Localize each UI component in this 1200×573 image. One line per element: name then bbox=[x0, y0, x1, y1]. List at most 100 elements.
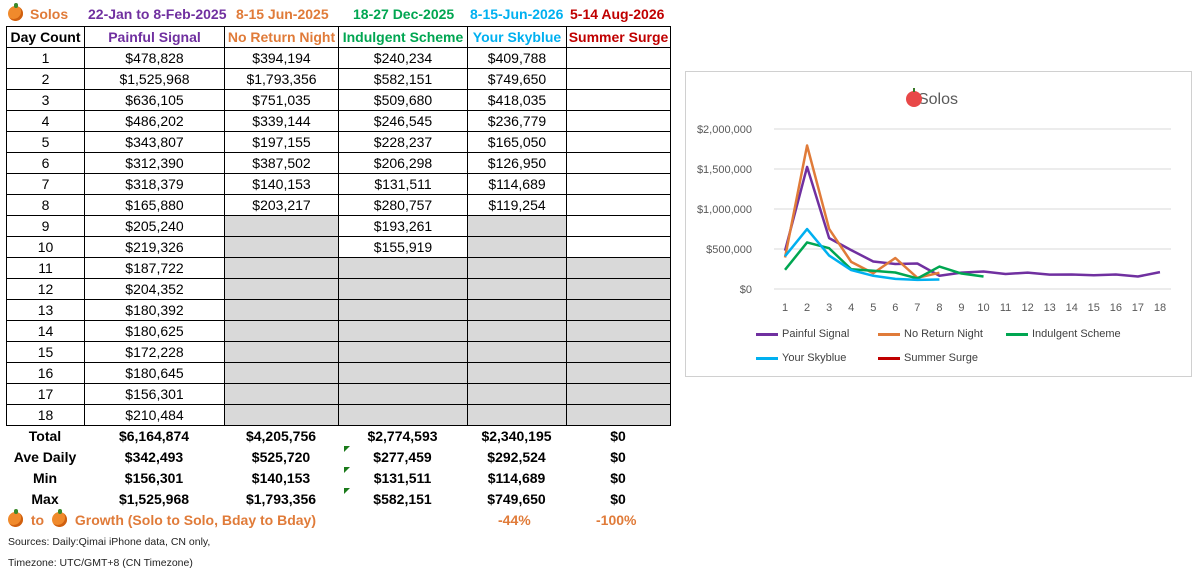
table-cell: $165,050 bbox=[467, 131, 567, 153]
legend-label: Summer Surge bbox=[904, 352, 978, 364]
table-cell: $478,828 bbox=[84, 47, 225, 69]
cell-flag-marker bbox=[344, 488, 350, 494]
table-cell bbox=[566, 278, 671, 300]
table-cell bbox=[224, 383, 339, 405]
table-cell: $206,298 bbox=[338, 152, 468, 174]
x-tick-label: 12 bbox=[1022, 302, 1034, 314]
cell-flag-marker bbox=[344, 467, 350, 473]
table-cell: $204,352 bbox=[84, 278, 225, 300]
day-count-cell: 14 bbox=[6, 320, 85, 342]
table-cell bbox=[566, 68, 671, 90]
x-tick-label: 1 bbox=[782, 302, 788, 314]
table-cell: $387,502 bbox=[224, 152, 339, 174]
summary-value: $2,774,593 bbox=[367, 428, 438, 444]
y-tick-label: $1,000,000 bbox=[697, 204, 752, 216]
column-header: Day Count bbox=[6, 26, 85, 48]
legend-swatch bbox=[756, 332, 778, 336]
growth-value-summer-surge: -100% bbox=[596, 512, 637, 528]
table-cell bbox=[566, 341, 671, 363]
table-cell bbox=[467, 341, 567, 363]
column-header: Summer Surge bbox=[566, 26, 671, 48]
table-cell bbox=[566, 383, 671, 405]
column-header: Painful Signal bbox=[84, 26, 225, 48]
table-row: 2 $1,525,968 $1,793,356 $582,151 $749,650 bbox=[6, 68, 671, 90]
x-tick-label: 15 bbox=[1088, 302, 1100, 314]
summary-value: $131,511 bbox=[373, 470, 432, 486]
table-cell: $180,625 bbox=[84, 320, 225, 342]
x-tick-label: 3 bbox=[826, 302, 832, 314]
x-tick-label: 10 bbox=[977, 302, 989, 314]
table-cell bbox=[338, 320, 468, 342]
table-cell bbox=[566, 404, 671, 426]
day-count-cell: 3 bbox=[6, 89, 85, 111]
table-cell: $636,105 bbox=[84, 89, 225, 111]
growth-row: to Growth (Solo to Solo, Bday to Bday) -… bbox=[8, 509, 636, 528]
day-count-cell: 11 bbox=[6, 257, 85, 279]
y-tick-label: $1,500,000 bbox=[697, 164, 752, 176]
y-tick-label: $0 bbox=[740, 284, 752, 296]
peach-icon bbox=[52, 509, 67, 527]
legend-item: Painful Signal bbox=[756, 328, 849, 340]
table-cell: $486,202 bbox=[84, 110, 225, 132]
table-cell: $339,144 bbox=[224, 110, 339, 132]
period-painful-signal: 22-Jan to 8-Feb-2025 bbox=[88, 6, 227, 22]
legend-swatch bbox=[1006, 332, 1028, 336]
table-cell: $418,035 bbox=[467, 89, 567, 111]
chart-title: Solos bbox=[918, 91, 958, 108]
summary-value: $292,524 bbox=[487, 449, 546, 465]
table-row: 3 $636,105 $751,035 $509,680 $418,035 bbox=[6, 89, 671, 111]
table-cell bbox=[224, 278, 339, 300]
table-cell: $114,689 bbox=[467, 173, 567, 195]
table-cell: $582,151 bbox=[338, 68, 468, 90]
table-cell: $119,254 bbox=[467, 194, 567, 216]
x-tick-label: 5 bbox=[870, 302, 876, 314]
table-cell bbox=[467, 278, 567, 300]
table-cell: $140,153 bbox=[224, 173, 339, 195]
table-cell bbox=[566, 110, 671, 132]
x-tick-label: 13 bbox=[1044, 302, 1056, 314]
table-cell bbox=[467, 404, 567, 426]
day-count-cell: 15 bbox=[6, 341, 85, 363]
day-count-cell: 7 bbox=[6, 173, 85, 195]
summary-value: $156,301 bbox=[124, 470, 184, 486]
x-tick-label: 6 bbox=[892, 302, 898, 314]
table-cell bbox=[566, 152, 671, 174]
table-cell bbox=[566, 215, 671, 237]
growth-value-skyblue: -44% bbox=[498, 512, 531, 528]
table-row: 14 $180,625 bbox=[6, 320, 671, 342]
table-cell bbox=[467, 299, 567, 321]
legend-swatch bbox=[878, 332, 900, 336]
table-cell: $509,680 bbox=[338, 89, 468, 111]
table-cell bbox=[566, 257, 671, 279]
day-count-cell: 18 bbox=[6, 404, 85, 426]
summary-value: $0 bbox=[610, 449, 626, 465]
table-cell bbox=[338, 257, 468, 279]
summary-value: $277,459 bbox=[373, 449, 432, 465]
legend-label: No Return Night bbox=[904, 328, 983, 340]
table-cell bbox=[566, 89, 671, 111]
table-cell: $210,484 bbox=[84, 404, 225, 426]
table-cell bbox=[566, 362, 671, 384]
table-row: 11 $187,722 bbox=[6, 257, 671, 279]
summary-value: $1,793,356 bbox=[245, 491, 317, 507]
table-row: 9 $205,240 $193,261 bbox=[6, 215, 671, 237]
sources-note: Sources: Daily:Qimai iPhone data, CN onl… bbox=[8, 536, 211, 548]
x-tick-label: 9 bbox=[958, 302, 964, 314]
table-cell: $1,793,356 bbox=[224, 68, 339, 90]
table-cell bbox=[224, 362, 339, 384]
table-cell bbox=[338, 278, 468, 300]
table-cell bbox=[566, 236, 671, 258]
table-cell bbox=[338, 299, 468, 321]
legend-label: Painful Signal bbox=[782, 328, 850, 340]
summary-value: $1,525,968 bbox=[118, 491, 190, 507]
box-office-table: Day Count Painful Signal No Return Night In… bbox=[6, 26, 671, 426]
table-cell bbox=[338, 383, 468, 405]
x-tick-label: 17 bbox=[1132, 302, 1144, 314]
day-count-cell: 4 bbox=[6, 110, 85, 132]
column-header: Indulgent Scheme bbox=[338, 26, 468, 48]
day-count-cell: 6 bbox=[6, 152, 85, 174]
table-cell: $203,217 bbox=[224, 194, 339, 216]
table-cell: $187,722 bbox=[84, 257, 225, 279]
table-row: 1 $478,828 $394,194 $240,234 $409,788 bbox=[6, 47, 671, 69]
table-row: 17 $156,301 bbox=[6, 383, 671, 405]
